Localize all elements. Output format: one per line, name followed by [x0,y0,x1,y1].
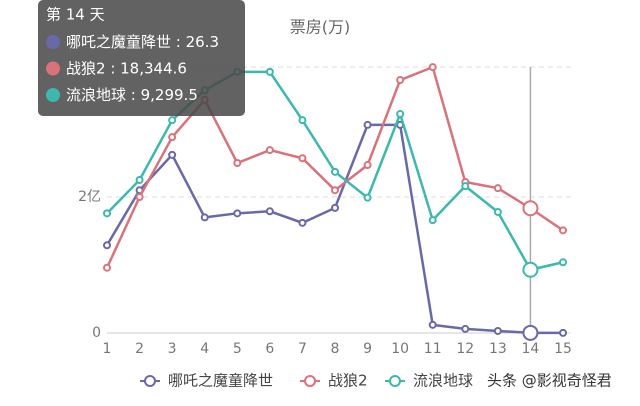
x-tick-label: 8 [331,341,340,357]
data-point [331,167,339,176]
data-point [363,193,372,202]
tooltip-swatch [46,88,60,102]
data-point [363,161,372,170]
watermark: 头条 @影视奇怪君 [487,372,612,390]
data-point [265,207,274,216]
data-point [135,176,144,184]
data-point [461,324,470,333]
chart-title: 票房(万) [290,18,351,37]
data-point [522,324,539,341]
tooltip-swatch [46,35,60,49]
legend-symbol [389,375,401,387]
data-point [298,116,307,125]
tooltip-value: 26.3 [186,33,219,51]
data-point [559,258,567,267]
data-point [233,159,242,167]
legend-label: 战狼2 [328,372,368,390]
data-point [298,154,307,163]
data-point [168,150,177,159]
data-point [396,110,405,119]
tooltip-item: 流浪地球 : 9,299.5 [66,86,198,104]
y-tick-label: 0 [92,325,101,341]
tooltip-value: 9,299.5 [141,86,198,104]
tooltip-separator: : [126,86,141,104]
data-point [559,226,567,235]
x-tick-label: 5 [233,341,242,357]
data-point [168,133,177,142]
data-point [200,213,209,222]
x-tick-label: 1 [103,341,112,357]
legend-symbol [304,375,316,387]
data-point [522,261,539,278]
y-tick-label: 2亿 [78,189,101,205]
tooltip-separator: : [106,59,121,77]
x-tick-label: 2 [135,341,144,357]
data-point [331,186,339,195]
data-point [493,326,502,335]
x-tick-label: 6 [265,341,274,357]
x-tick-label: 11 [424,341,442,357]
tooltip-name: 哪吒之魔童降世 [66,33,171,51]
data-point [461,182,470,191]
legend-label: 哪吒之魔童降世 [168,372,273,390]
legend-item: 流浪地球 [385,372,473,390]
legend-item: 哪吒之魔童降世 [140,372,273,390]
data-point [103,241,111,250]
tooltip-item: 战狼2 : 18,344.6 [66,59,187,77]
x-tick-label: 7 [298,341,307,357]
data-point [168,116,177,125]
legend-symbol [144,375,156,387]
tooltip-value: 18,344.6 [120,59,187,77]
data-point [233,209,242,218]
x-tick-label: 14 [522,341,540,357]
legend-label: 流浪地球 [413,372,473,390]
x-tick-label: 4 [200,341,209,357]
data-point [428,320,437,329]
tooltip-swatch [46,61,60,76]
data-point [265,67,274,76]
data-point [559,328,567,337]
x-tick-label: 3 [168,341,177,357]
data-point [396,76,405,85]
data-point [363,120,372,129]
tooltip-item: 哪吒之魔童降世 : 26.3 [66,33,219,51]
data-point [493,207,502,216]
data-point [522,200,539,217]
data-point [428,63,437,72]
x-tick-label: 13 [489,341,507,357]
tooltip-name: 流浪地球 [66,86,126,104]
tooltip-name: 战狼2 [66,59,106,77]
x-tick-label: 10 [391,341,409,357]
x-tick-label: 15 [554,341,572,357]
data-point [135,193,144,201]
tooltip-separator: : [171,33,186,51]
tooltip-box [38,0,245,116]
data-point [265,146,274,155]
tooltip-title: 第 14 天 [46,6,105,24]
x-tick-label: 9 [363,341,372,357]
data-point [428,216,437,225]
data-point [298,218,307,227]
data-point [103,209,111,218]
legend-item: 战狼2 [300,372,368,390]
x-tick-label: 12 [456,341,474,357]
data-point [331,203,339,212]
data-point [493,184,502,193]
data-point [103,263,111,272]
